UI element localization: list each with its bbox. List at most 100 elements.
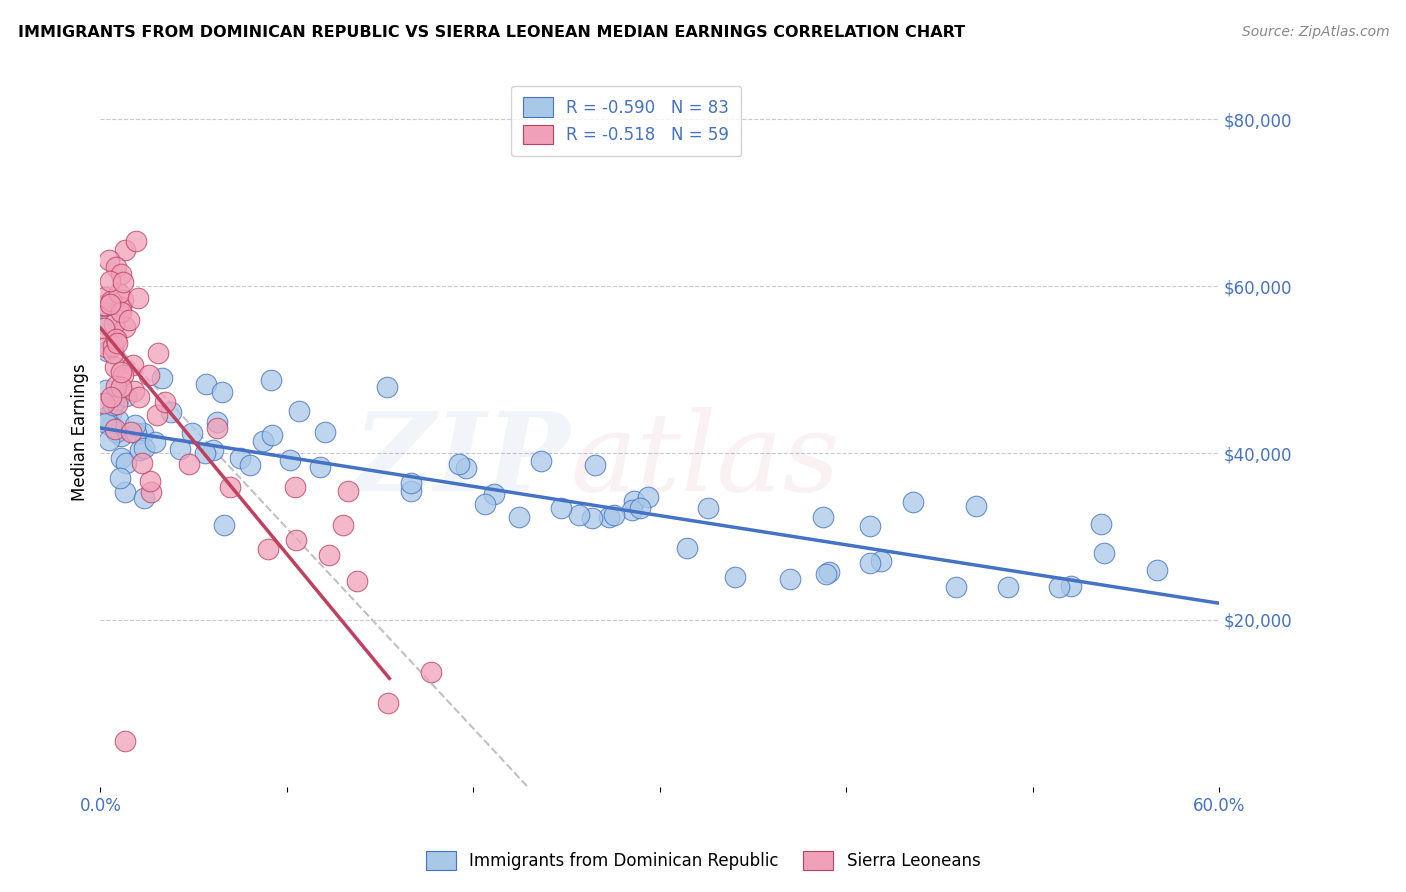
Point: [150, 371, 173, 385]
Point: [779, 572, 801, 586]
Point: [143, 434, 166, 449]
Point: [870, 554, 893, 568]
Point: [103, 317, 125, 331]
Point: [132, 491, 155, 505]
Point: [859, 518, 882, 533]
Point: [1146, 563, 1168, 577]
Point: [205, 415, 228, 429]
Point: [94, 340, 117, 354]
Point: [284, 480, 307, 494]
Point: [107, 286, 129, 301]
Point: [285, 533, 308, 547]
Point: [965, 499, 987, 513]
Point: [419, 665, 441, 679]
Point: [93, 300, 115, 314]
Point: [1092, 546, 1115, 560]
Point: [97, 433, 120, 447]
Point: [110, 268, 132, 282]
Point: [114, 243, 136, 257]
Point: [104, 359, 127, 374]
Y-axis label: Median Earnings: Median Earnings: [72, 363, 89, 501]
Point: [318, 548, 340, 562]
Point: [153, 395, 176, 409]
Point: [346, 574, 368, 588]
Point: [125, 425, 148, 440]
Point: [219, 480, 242, 494]
Point: [105, 378, 128, 392]
Point: [901, 494, 924, 508]
Point: [997, 580, 1019, 594]
Point: [201, 442, 224, 457]
Point: [621, 503, 644, 517]
Point: [262, 428, 284, 442]
Point: [110, 380, 132, 394]
Point: [146, 408, 169, 422]
Point: [110, 470, 132, 484]
Point: [252, 434, 274, 449]
Point: [105, 397, 128, 411]
Point: [817, 565, 839, 579]
Point: [138, 474, 160, 488]
Point: [814, 567, 837, 582]
Point: [583, 458, 606, 473]
Point: [581, 511, 603, 525]
Point: [697, 501, 720, 516]
Point: [114, 734, 136, 748]
Point: [122, 384, 145, 398]
Point: [314, 425, 336, 440]
Point: [101, 346, 124, 360]
Point: [115, 456, 138, 470]
Point: [93, 395, 115, 409]
Point: [603, 508, 626, 522]
Point: [104, 332, 127, 346]
Point: [96, 343, 118, 358]
Point: [127, 291, 149, 305]
Point: [132, 441, 155, 455]
Point: [110, 304, 132, 318]
Point: [205, 421, 228, 435]
Point: [181, 425, 204, 440]
Point: [482, 486, 505, 500]
Point: [93, 298, 115, 312]
Legend: Immigrants from Dominican Republic, Sierra Leoneans: Immigrants from Dominican Republic, Sier…: [419, 844, 987, 877]
Point: [128, 390, 150, 404]
Legend: R = -0.590   N = 83, R = -0.518   N = 59: R = -0.590 N = 83, R = -0.518 N = 59: [512, 86, 741, 156]
Point: [118, 313, 141, 327]
Point: [121, 358, 143, 372]
Point: [114, 319, 136, 334]
Point: [1090, 516, 1112, 531]
Point: [211, 384, 233, 399]
Point: [858, 556, 880, 570]
Point: [257, 541, 280, 556]
Point: [101, 338, 124, 352]
Point: [120, 425, 142, 439]
Point: [212, 518, 235, 533]
Point: [401, 483, 423, 498]
Point: [105, 335, 128, 350]
Point: [724, 569, 747, 583]
Point: [98, 274, 121, 288]
Point: [194, 446, 217, 460]
Point: [474, 497, 496, 511]
Point: [811, 510, 834, 524]
Point: [124, 418, 146, 433]
Point: [945, 580, 967, 594]
Point: [107, 413, 129, 427]
Point: [308, 459, 330, 474]
Point: [94, 290, 117, 304]
Point: [110, 300, 132, 314]
Point: [598, 510, 620, 524]
Point: [101, 399, 124, 413]
Point: [104, 422, 127, 436]
Point: [98, 297, 121, 311]
Point: [105, 425, 128, 439]
Point: [239, 458, 262, 473]
Point: [449, 458, 471, 472]
Point: [229, 450, 252, 465]
Point: [288, 404, 311, 418]
Point: [112, 368, 135, 383]
Point: [676, 541, 699, 556]
Point: [399, 476, 422, 491]
Point: [114, 485, 136, 500]
Point: [112, 293, 135, 308]
